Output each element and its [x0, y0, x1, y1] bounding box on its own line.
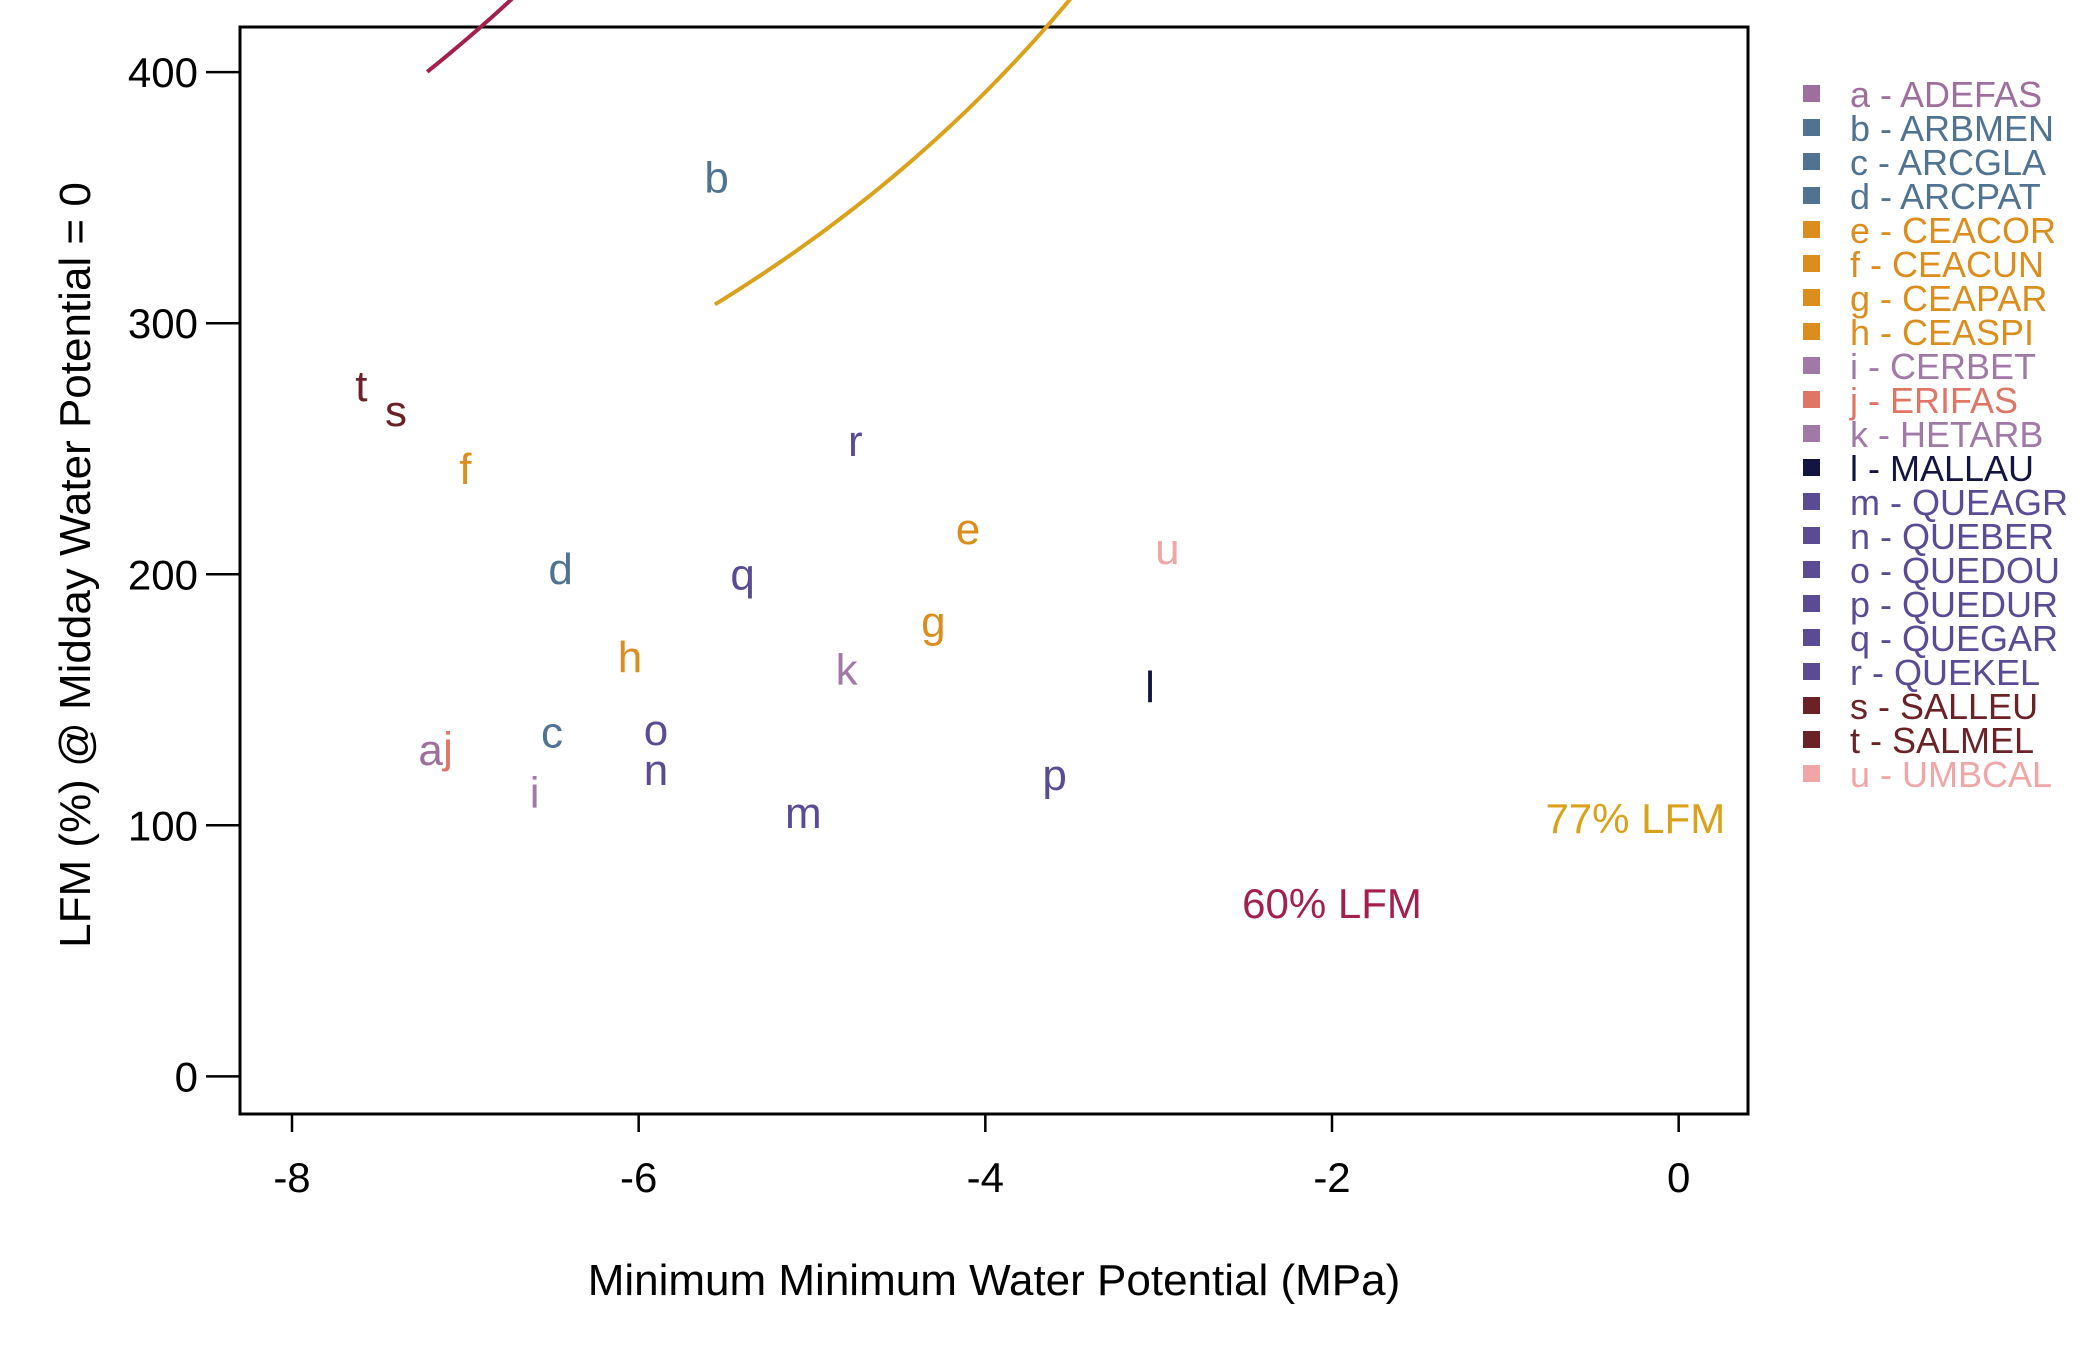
point-n: n [644, 746, 668, 795]
legend-swatch [1803, 85, 1820, 102]
legend-label: d - ARCPAT [1850, 176, 2041, 217]
legend-label: u - UMBCAL [1850, 754, 2052, 795]
legend-label: g - CEAPAR [1850, 278, 2047, 319]
legend-label: m - QUEAGR [1850, 482, 2068, 523]
legend-swatch [1803, 765, 1820, 782]
point-q: q [730, 550, 754, 599]
legend-label: i - CERBET [1850, 346, 2036, 387]
axes: -8 -6 -4 -2 0 0 100 200 300 400 [128, 49, 1690, 1201]
y-tick-label: 0 [175, 1053, 198, 1100]
legend-swatch [1803, 187, 1820, 204]
x-tick-label: -6 [620, 1154, 657, 1201]
legend-swatch [1803, 391, 1820, 408]
y-tick-label: 400 [128, 49, 198, 96]
curve-line [713, 0, 1073, 307]
point-t: t [355, 362, 367, 411]
legend-swatch [1803, 663, 1820, 680]
legend-swatch [1803, 357, 1820, 374]
point-i: i [530, 769, 540, 818]
legend-swatch [1803, 731, 1820, 748]
legend-swatch [1803, 697, 1820, 714]
point-d: d [548, 545, 572, 594]
legend-label: l - MALLAU [1850, 448, 2034, 489]
legend-swatch [1803, 221, 1820, 238]
legend-label: r - QUEKEL [1850, 652, 2040, 693]
legend-swatch [1803, 527, 1820, 544]
x-tick-label: -4 [967, 1154, 1004, 1201]
legend-swatch [1803, 289, 1820, 306]
legend-swatch [1803, 425, 1820, 442]
point-u: u [1155, 525, 1179, 574]
x-tick-label: 0 [1667, 1154, 1690, 1201]
legend-label: p - QUEDUR [1850, 584, 2058, 625]
x-tick-label: -8 [273, 1154, 310, 1201]
y-tick-label: 300 [128, 300, 198, 347]
curve-label: 77% LFM [1545, 795, 1725, 842]
point-f: f [459, 445, 472, 494]
legend-swatch [1803, 459, 1820, 476]
legend-swatch [1803, 493, 1820, 510]
legend-label: k - HETARB [1850, 414, 2043, 455]
legend-label: o - QUEDOU [1850, 550, 2060, 591]
legend-swatch [1803, 595, 1820, 612]
y-tick-label: 100 [128, 802, 198, 849]
point-l: l [1145, 663, 1155, 712]
legend-label: a - ADEFAS [1850, 74, 2042, 115]
point-a: a [418, 726, 443, 775]
point-p: p [1042, 751, 1066, 800]
legend-label: j - ERIFAS [1849, 380, 2018, 421]
x-axis-title: Minimum Minimum Water Potential (MPa) [588, 1256, 1401, 1305]
legend-swatch [1803, 119, 1820, 136]
point-m: m [785, 789, 822, 838]
legend-swatch [1803, 323, 1820, 340]
y-axis-title: LFM (%) @ Midday Water Potential = 0 [51, 182, 100, 948]
curves: 60% LFM 77% LFM [425, 0, 1725, 927]
point-k: k [836, 646, 859, 695]
point-c: c [541, 708, 563, 757]
legend-swatch [1803, 153, 1820, 170]
plot-frame [238, 25, 1750, 1116]
y-tick-label: 200 [128, 551, 198, 598]
x-tick-label: -2 [1313, 1154, 1350, 1201]
point-g: g [921, 598, 945, 647]
legend-label: f - CEACUN [1850, 244, 2044, 285]
legend-label: n - QUEBER [1850, 516, 2054, 557]
point-b: b [704, 154, 728, 203]
legend-swatch [1803, 629, 1820, 646]
point-r: r [848, 417, 863, 466]
point-h: h [618, 633, 642, 682]
legend-swatch [1803, 255, 1820, 272]
legend-label: q - QUEGAR [1850, 618, 2058, 659]
curve-label: 60% LFM [1242, 880, 1422, 927]
legend-label: b - ARBMEN [1850, 108, 2054, 149]
legend-label: s - SALLEU [1850, 686, 2038, 727]
point-e: e [956, 505, 980, 554]
legend-label: c - ARCGLA [1850, 142, 2046, 183]
point-s: s [385, 387, 407, 436]
legend-label: e - CEACOR [1850, 210, 2056, 251]
legend-label: h - CEASPI [1850, 312, 2034, 353]
point-o: o [644, 706, 668, 755]
point-j: j [441, 723, 453, 772]
legend-swatch [1803, 561, 1820, 578]
legend-label: t - SALMEL [1850, 720, 2034, 761]
point-labels: a b c d e f g h i j k l m no p q r st u [355, 154, 1179, 838]
